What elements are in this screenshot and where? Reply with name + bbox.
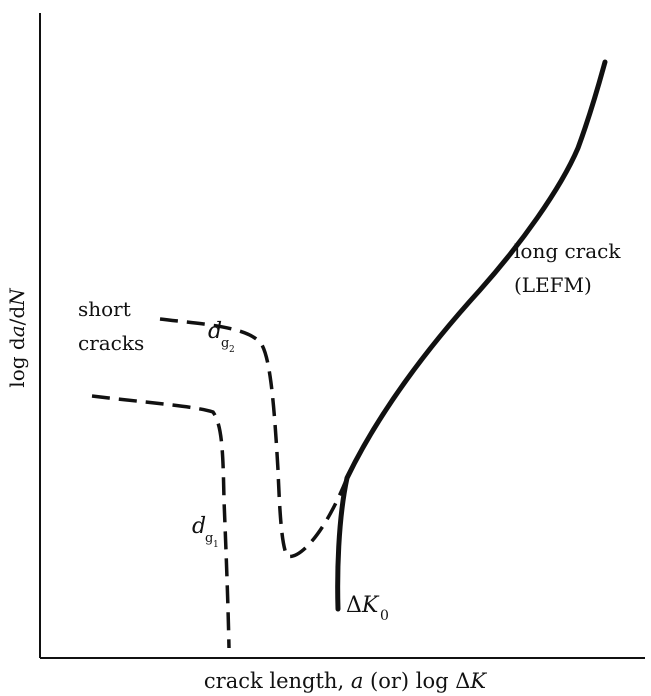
dg1-sub: g [205, 531, 213, 546]
threshold-var: K [361, 593, 380, 618]
x-axis-label: crack length, a (or) log ΔK [204, 669, 488, 693]
dg2-subsub: 2 [229, 345, 235, 355]
dg1-subsub: 1 [213, 540, 219, 550]
long-crack-label-line2: (LEFM) [514, 273, 592, 297]
y-axis-label-var: a [5, 325, 29, 337]
short-crack-curve-dg1 [91, 394, 231, 649]
threshold-annotation: ΔK 0 [346, 593, 389, 624]
x-axis-label-var: a [351, 669, 364, 693]
dg2-annotation: d g 2 [208, 319, 235, 355]
short-cracks-label-line2: cracks [78, 331, 144, 355]
x-axis-label-prefix: crack length, [204, 669, 351, 693]
dg1-annotation: d g 1 [192, 514, 219, 550]
x-axis-label-middle: (or) log Δ [363, 669, 470, 693]
long-crack-curve [335, 59, 608, 612]
short-crack-curve-dg2 [159, 317, 349, 559]
threshold-sub: 0 [380, 608, 389, 624]
dg2-sub: g [221, 336, 229, 351]
threshold-label: ΔK [346, 593, 380, 618]
y-axis-label-mid: /d [5, 306, 29, 326]
dg2-base: d [208, 319, 222, 344]
y-axis-label: log da/dN [5, 287, 29, 388]
dg1-base: d [192, 514, 206, 539]
y-axis-label-var2: N [5, 287, 29, 307]
long-crack-label-line1: long crack [514, 239, 621, 263]
x-axis-label-var2: K [469, 669, 487, 693]
threshold-prefix: Δ [346, 593, 362, 618]
short-cracks-label-line1: short [78, 297, 131, 321]
y-axis-label-prefix: log d [5, 337, 29, 388]
